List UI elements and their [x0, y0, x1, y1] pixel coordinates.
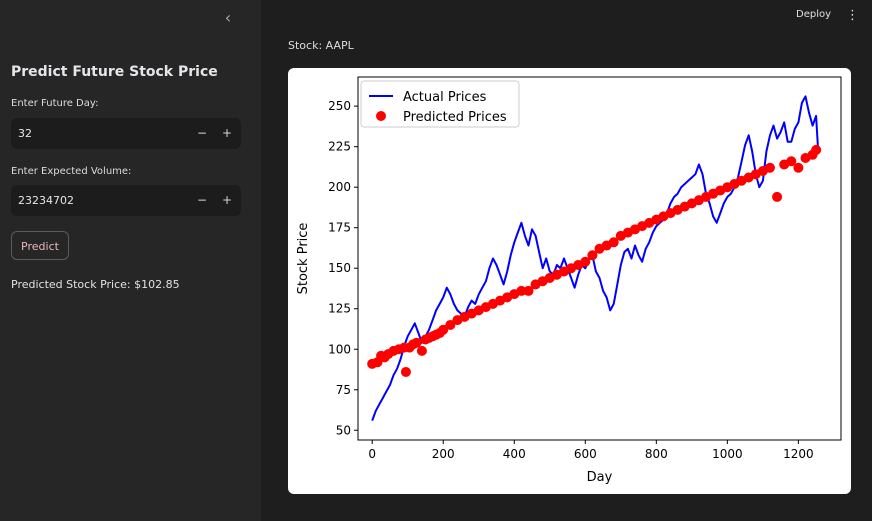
y-tick-label: 100: [328, 342, 351, 356]
x-tick-label: 800: [645, 447, 668, 461]
future-day-label: Enter Future Day:: [11, 98, 99, 109]
legend-dot-swatch: [376, 111, 386, 121]
stock-label: Stock: AAPL: [288, 39, 354, 52]
predicted-price-point: [416, 345, 427, 356]
stock-price-chart: 0 200 400 600 800 1000 1200 50 75 100 125 150 175 200…: [296, 76, 842, 485]
y-tick-label: 50: [336, 423, 351, 437]
predicted-price-point: [764, 162, 775, 173]
chevron-left-icon[interactable]: ‹: [224, 8, 232, 27]
predicted-price-point: [516, 285, 527, 296]
predicted-price-point: [580, 256, 591, 267]
plot-frame: [357, 76, 842, 441]
y-tick-label: 75: [336, 383, 351, 397]
sidebar: ‹ Predict Future Stock Price Enter Futur…: [0, 0, 261, 521]
x-tick-label: 1000: [712, 447, 743, 461]
kebab-menu-icon[interactable]: ⋮: [846, 8, 859, 23]
predicted-price-point: [411, 337, 422, 348]
predicted-price-point: [400, 366, 411, 377]
volume-input[interactable]: 23234702 − +: [11, 185, 241, 216]
predict-button[interactable]: Predict: [11, 231, 69, 260]
predicted-price-point: [587, 250, 598, 261]
volume-label: Enter Expected Volume:: [11, 166, 132, 177]
y-tick-label: 150: [328, 261, 351, 275]
legend-label-actual: Actual Prices: [403, 90, 487, 105]
legend-label-predicted: Predicted Prices: [403, 110, 507, 125]
predicted-price-point: [786, 156, 797, 167]
predicted-price-point: [608, 237, 619, 248]
future-day-decrement-button[interactable]: −: [196, 126, 208, 140]
predicted-price-point: [523, 285, 534, 296]
x-axis-label: Day: [587, 470, 613, 485]
predicted-price-point: [445, 319, 456, 330]
y-tick-label: 225: [328, 140, 351, 154]
y-tick-label: 175: [328, 221, 351, 235]
predicted-price-point: [793, 162, 804, 173]
future-day-value[interactable]: 32: [18, 127, 32, 140]
chart-card: 0 200 400 600 800 1000 1200 50 75 100 125 150 175 200…: [288, 68, 851, 494]
y-tick-label: 250: [328, 99, 351, 113]
y-tick-label: 125: [328, 302, 351, 316]
x-tick-label: 0: [368, 447, 376, 461]
future-day-input[interactable]: 32 − +: [11, 118, 241, 149]
x-tick-label: 400: [503, 447, 526, 461]
legend-box: [360, 80, 520, 128]
sidebar-title: Predict Future Stock Price: [11, 64, 218, 80]
future-day-increment-button[interactable]: +: [221, 126, 233, 140]
actual-prices-line: [371, 95, 819, 421]
volume-value[interactable]: 23234702: [18, 194, 74, 207]
volume-decrement-button[interactable]: −: [196, 193, 208, 207]
predicted-price-text: Predicted Stock Price: $102.85: [11, 278, 180, 291]
predicted-price-point: [811, 144, 822, 155]
deploy-button[interactable]: Deploy: [796, 9, 832, 20]
y-axis-label: Stock Price: [296, 223, 311, 295]
volume-increment-button[interactable]: +: [221, 193, 233, 207]
predicted-price-point: [438, 324, 449, 335]
x-tick-label: 1200: [783, 447, 814, 461]
x-tick-label: 600: [574, 447, 597, 461]
y-tick-label: 200: [328, 180, 351, 194]
predicted-price-point: [772, 191, 783, 202]
x-tick-label: 200: [432, 447, 455, 461]
